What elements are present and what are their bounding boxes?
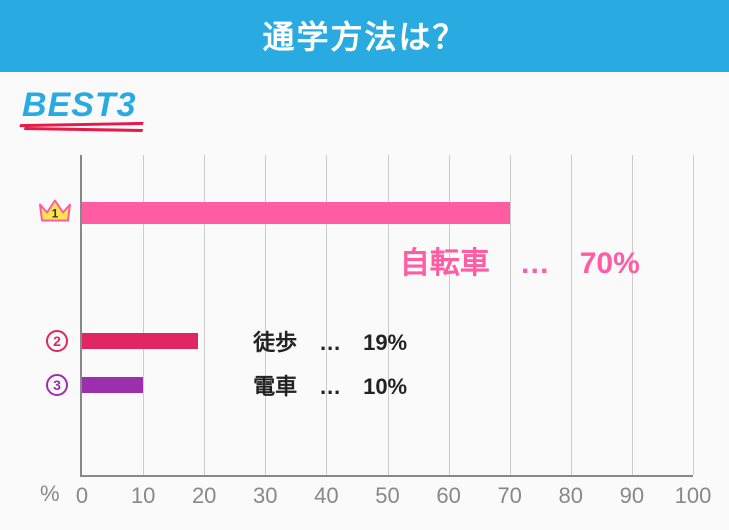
- bar-label-rank-3: 電車 … 10%: [253, 369, 407, 401]
- best3-text: BEST3: [22, 86, 137, 124]
- crown-icon: 1: [38, 196, 72, 229]
- header-title: 通学方法は？: [262, 19, 466, 55]
- plot-area: 01020304050607080901001自転車 … 70%2徒歩 … 19…: [82, 155, 693, 475]
- best3-badge: BEST3: [22, 86, 137, 125]
- x-tick-label: 0: [76, 483, 88, 509]
- x-tick-label: 10: [131, 483, 155, 509]
- x-tick-label: 50: [375, 483, 399, 509]
- header-banner: 通学方法は？: [0, 0, 729, 72]
- gridline: [510, 155, 511, 475]
- svg-text:1: 1: [52, 206, 59, 220]
- x-tick-label: 60: [436, 483, 460, 509]
- x-tick-label: 40: [314, 483, 338, 509]
- gridline: [571, 155, 572, 475]
- chart: % 01020304050607080901001自転車 … 70%2徒歩 … …: [20, 155, 709, 525]
- rank-badge-2: 2: [46, 330, 68, 352]
- gridline: [693, 155, 694, 475]
- percent-axis-label: %: [40, 481, 60, 507]
- x-tick-label: 90: [620, 483, 644, 509]
- bar-label-rank-1: 自転車 … 70%: [400, 238, 640, 282]
- x-axis: [80, 475, 693, 477]
- bar-rank-2: [82, 333, 198, 349]
- x-tick-label: 100: [675, 483, 712, 509]
- rank-badge-3: 3: [46, 374, 68, 396]
- x-tick-label: 20: [192, 483, 216, 509]
- bar-label-rank-2: 徒歩 … 19%: [253, 325, 407, 357]
- bar-rank-3: [82, 377, 143, 393]
- x-tick-label: 30: [253, 483, 277, 509]
- x-tick-label: 80: [559, 483, 583, 509]
- gridline: [632, 155, 633, 475]
- best3-underline: [20, 121, 143, 131]
- x-tick-label: 70: [497, 483, 521, 509]
- bar-rank-1: [82, 202, 510, 224]
